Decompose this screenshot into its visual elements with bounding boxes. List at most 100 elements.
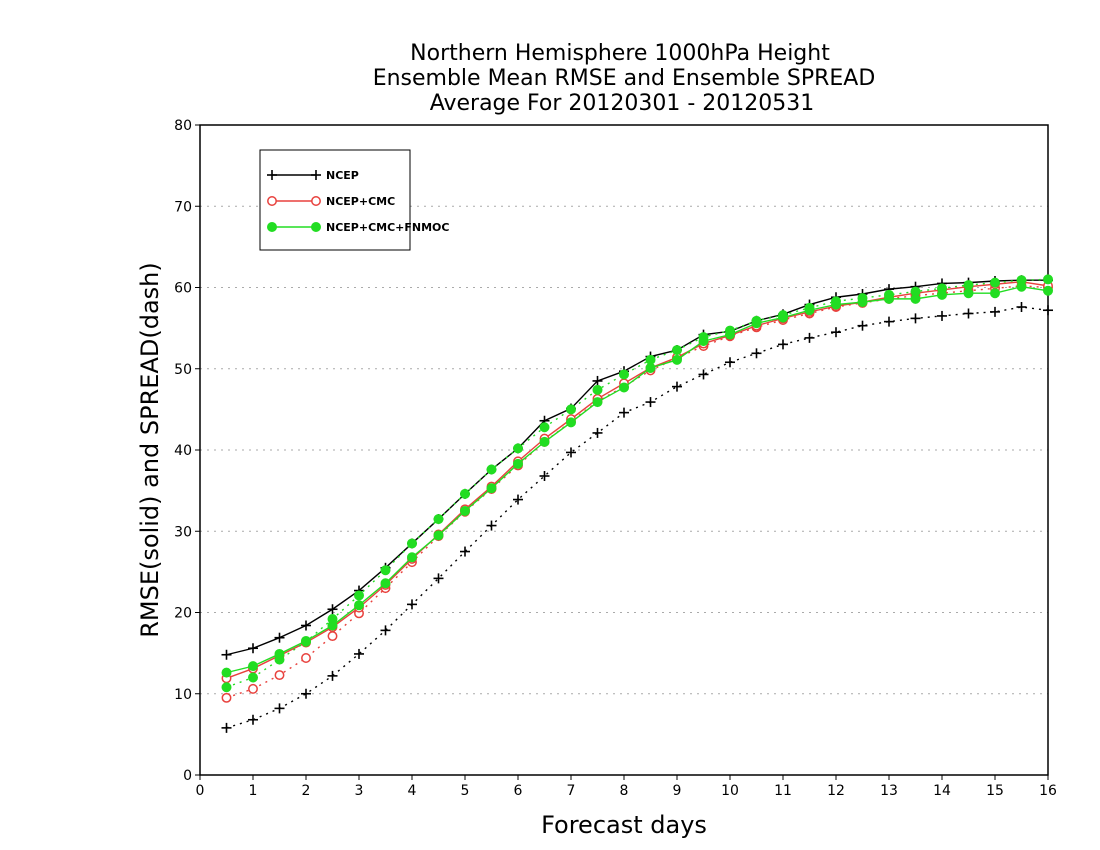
rmse-line (226, 279, 1048, 656)
rmse-point (619, 382, 629, 393)
legend: NCEP NCEP+CMC NCEP+CMC+FNMOC (259, 149, 449, 251)
spread-point (566, 447, 576, 458)
rmse-point (778, 312, 788, 323)
y-tick-label: 70 (174, 199, 192, 215)
x-tick-label: 6 (514, 783, 523, 799)
rmse-point (380, 578, 391, 589)
legend-entry-0: NCEP (267, 169, 359, 182)
x-tick-label: 1 (249, 783, 258, 799)
grid (200, 205, 1048, 695)
x-tick-label: 9 (673, 783, 682, 799)
spread-point (778, 339, 788, 350)
rmse-point (751, 318, 762, 329)
spread-point (804, 332, 815, 343)
spread-point (619, 369, 629, 380)
spread-line (226, 306, 1049, 729)
spread-point (248, 683, 258, 694)
series-ncep-cmc (221, 276, 1053, 703)
rmse-point (221, 649, 232, 660)
rmse-point (301, 620, 311, 631)
rmse-point (937, 289, 947, 300)
spread-point (566, 404, 576, 415)
rmse-point (857, 297, 868, 308)
spread-point (990, 277, 1000, 288)
title-line-3: Average For 20120301 - 20120531 (430, 91, 815, 116)
y-tick-label: 0 (183, 768, 192, 784)
spread-point (725, 357, 735, 368)
rmse-point (592, 375, 603, 386)
legend-label: NCEP+CMC+FNMOC (326, 221, 449, 234)
rmse-point (1016, 281, 1027, 292)
spread-point (380, 625, 391, 636)
y-tick-label: 10 (174, 687, 192, 703)
y-tick-label: 30 (174, 524, 192, 540)
rmse-point (513, 458, 523, 469)
spread-point (354, 648, 364, 659)
spread-point (486, 520, 497, 531)
rmse-point (274, 648, 285, 659)
spread-point (831, 327, 841, 338)
y-tick-label: 80 (174, 118, 192, 134)
spread-point (221, 722, 232, 733)
spread-point (407, 599, 417, 610)
spread-point (513, 443, 523, 454)
legend-entry-1: NCEP+CMC (267, 195, 395, 208)
series-ncep (221, 275, 1053, 733)
spread-point (407, 538, 417, 549)
spread-point (221, 682, 232, 693)
rmse-point (221, 667, 232, 678)
rmse-point (804, 305, 815, 316)
spread-point (592, 427, 603, 438)
spread-point (327, 631, 338, 642)
legend-marker (311, 222, 321, 232)
spread-point (990, 306, 1000, 317)
rmse-point (672, 354, 682, 365)
x-tick-label: 13 (880, 783, 898, 799)
rmse-point (1043, 285, 1053, 296)
spread-point (380, 565, 391, 576)
rmse-point (884, 293, 894, 304)
spread-point (539, 422, 550, 433)
x-tick-label: 0 (196, 783, 205, 799)
spread-point (354, 590, 364, 601)
y-axis: 0 10 20 30 40 50 60 70 80 (174, 118, 200, 784)
spread-point (857, 320, 868, 331)
spread-point (221, 692, 232, 703)
x-tick-label: 7 (567, 783, 576, 799)
spread-point (672, 345, 682, 356)
legend-label: NCEP (326, 169, 359, 182)
legend-label: NCEP+CMC (326, 195, 395, 208)
legend-entry-2: NCEP+CMC+FNMOC (267, 221, 449, 234)
spread-line (226, 278, 1049, 688)
rmse-point (698, 336, 709, 347)
legend-marker (267, 170, 277, 180)
legend-box (259, 149, 411, 251)
spread-line (226, 285, 1049, 699)
y-tick-label: 50 (174, 362, 192, 378)
rmse-point (725, 329, 735, 340)
x-tick-label: 14 (933, 783, 951, 799)
spread-point (1016, 302, 1027, 312)
spread-point (698, 369, 709, 380)
spread-point (619, 407, 629, 418)
spread-point (274, 670, 285, 681)
y-tick-label: 40 (174, 443, 192, 459)
spread-point (460, 488, 470, 499)
rmse-point (248, 643, 258, 654)
rmse-point (407, 552, 417, 563)
spread-point (248, 714, 258, 725)
spread-point (301, 653, 311, 663)
rmse-point (539, 436, 550, 447)
rmse-point (433, 530, 444, 541)
rmse-point (645, 362, 656, 373)
spread-point (884, 316, 894, 327)
x-tick-label: 8 (620, 783, 629, 799)
x-axis: 0 1 2 3 4 5 6 7 8 9 10 11 12 13 14 15 16 (196, 775, 1057, 799)
x-tick-label: 15 (986, 783, 1004, 799)
spread-point (486, 464, 497, 475)
x-tick-label: 11 (774, 783, 792, 799)
legend-marker (267, 222, 277, 232)
rmse-line (226, 281, 1049, 679)
spread-point (301, 688, 311, 699)
